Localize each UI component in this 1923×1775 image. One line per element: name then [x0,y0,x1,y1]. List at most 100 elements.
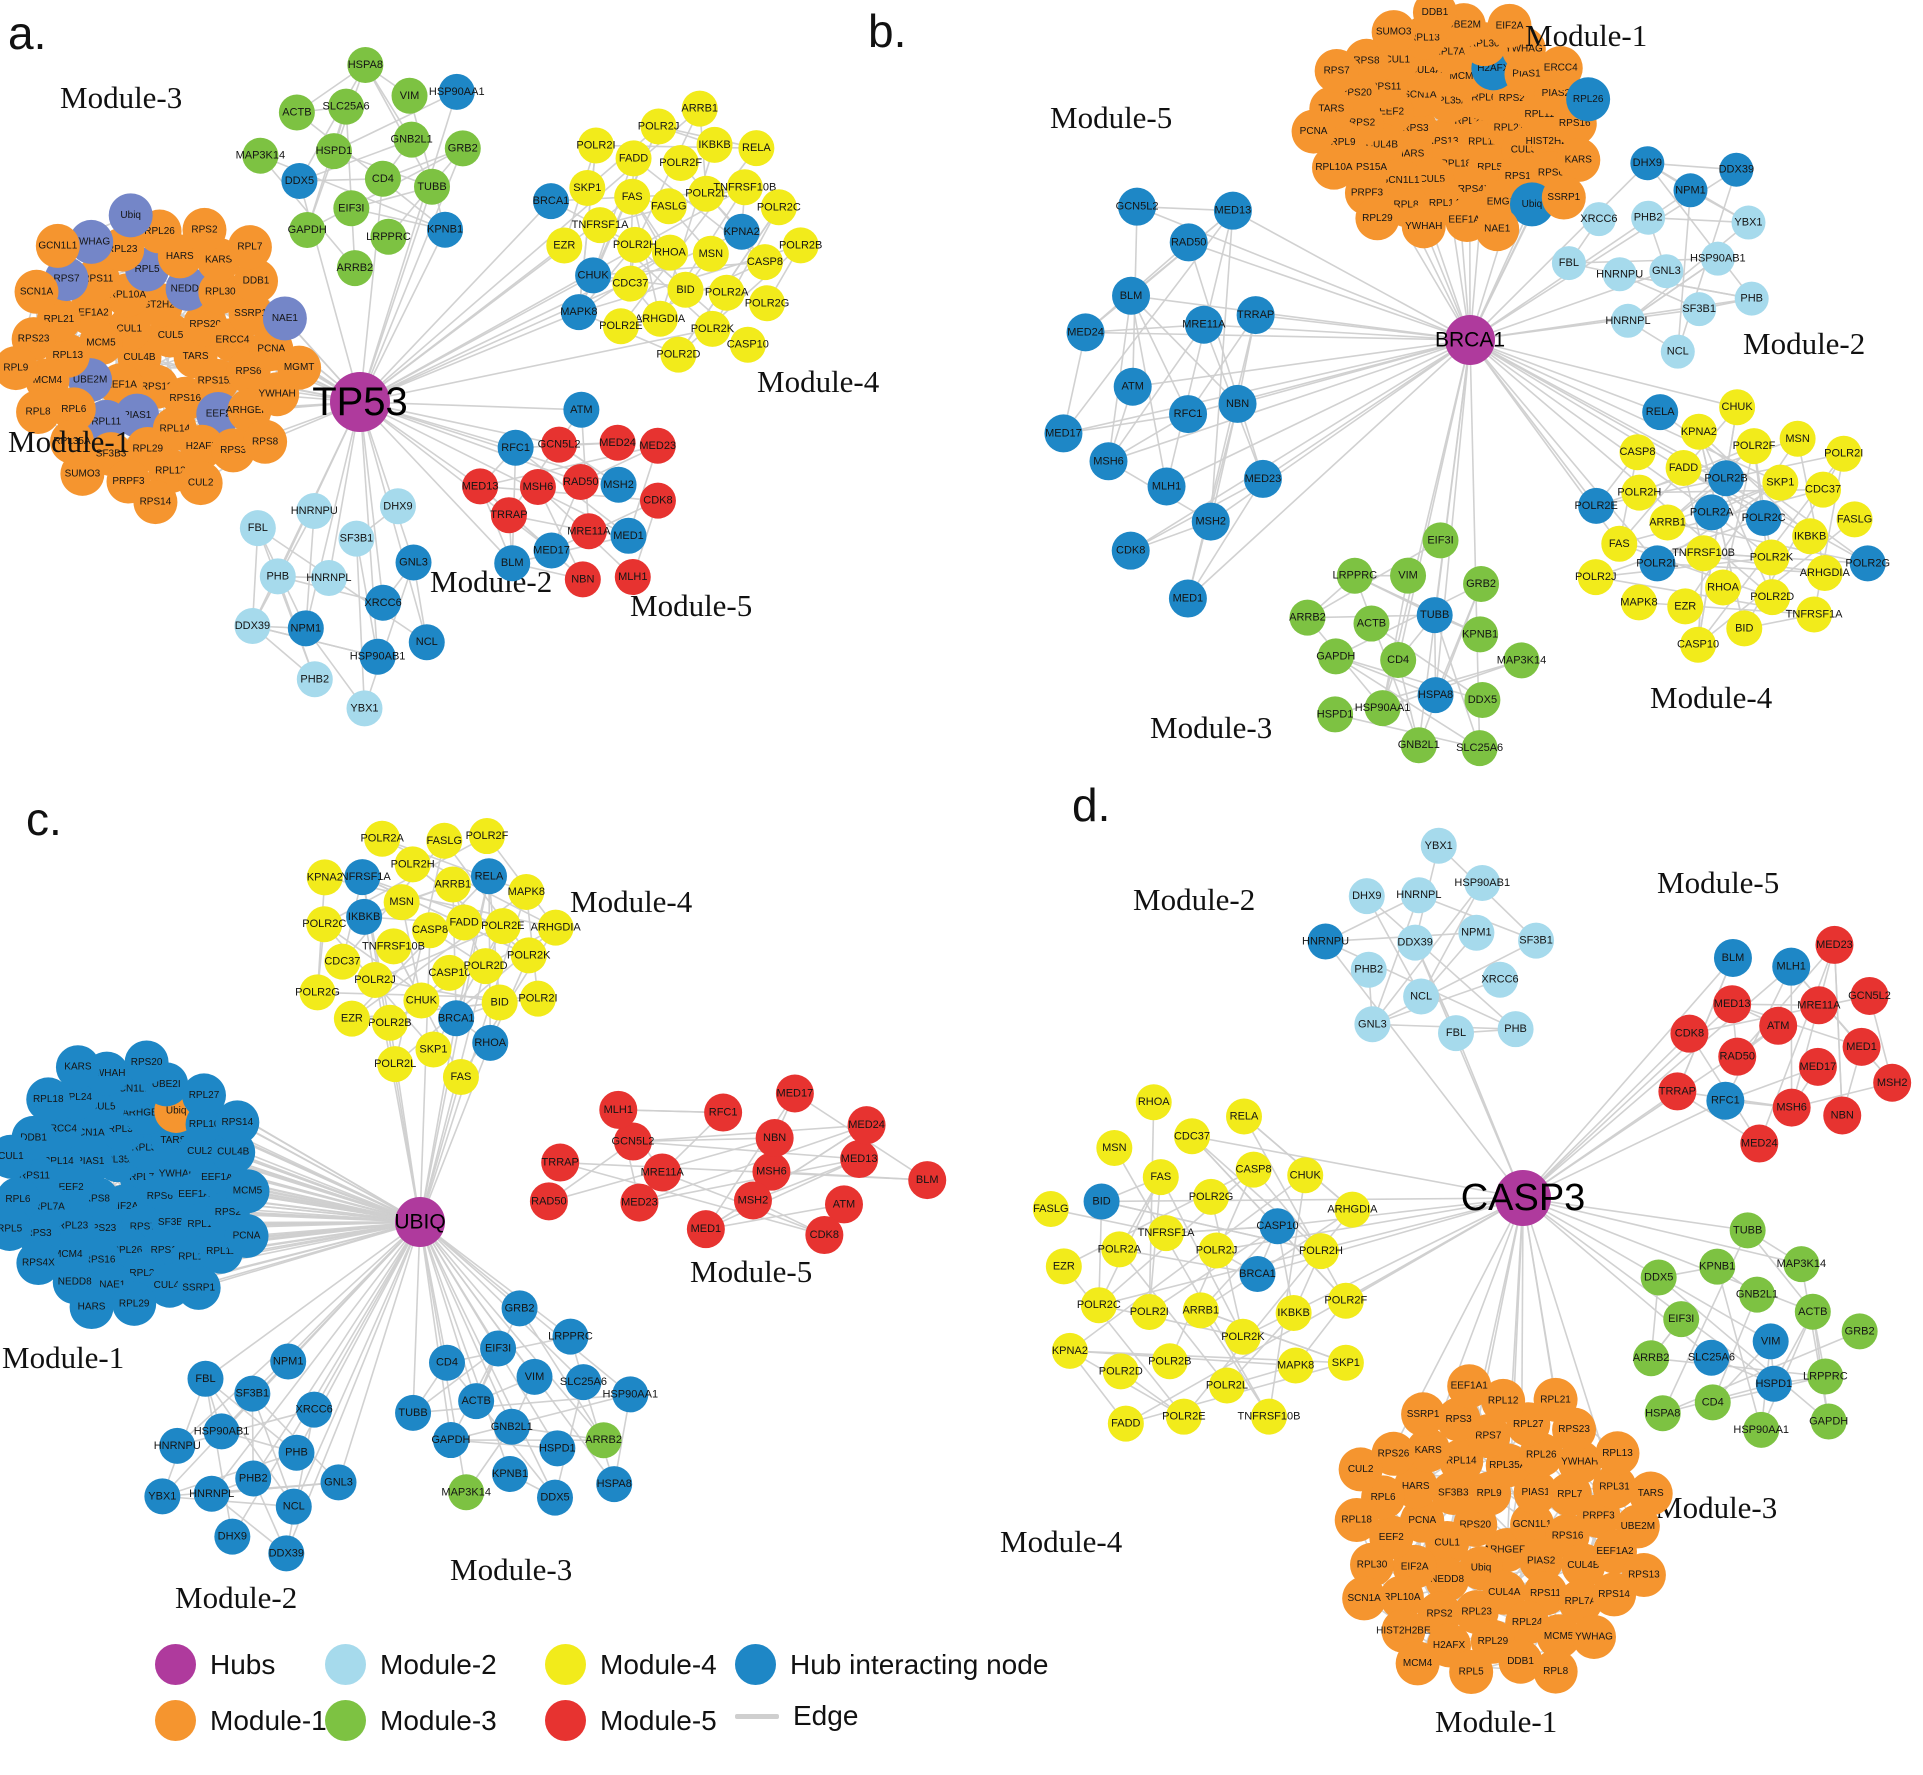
node-ACTB[interactable] [278,94,315,131]
node-RPL29[interactable] [1355,196,1400,241]
node-POLR2B[interactable] [782,227,819,264]
node-KPNB1[interactable] [1699,1248,1736,1285]
node-MSH2[interactable] [1873,1063,1912,1102]
node-ATM[interactable] [1113,367,1152,406]
node-RPL30[interactable] [1350,1542,1395,1587]
node-ARRB1[interactable] [1182,1292,1219,1329]
node-TNFRSF1A[interactable] [1148,1215,1185,1252]
node-MED1[interactable] [1168,579,1207,618]
node-RFC1[interactable] [497,429,534,466]
node-NAE1[interactable] [262,296,307,341]
node-RPL7A[interactable] [1558,1579,1603,1624]
node-PCNA[interactable] [224,1214,269,1259]
node-HSPD1[interactable] [1755,1365,1792,1402]
node-POLR2E[interactable] [484,908,521,945]
node-NCL[interactable] [1403,978,1440,1015]
hub-node-TP53[interactable] [330,372,390,432]
node-MED24[interactable] [1740,1124,1779,1163]
node-TARS[interactable] [1628,1471,1673,1516]
node-BRCA1[interactable] [1239,1255,1276,1292]
node-POLR2F[interactable] [468,818,505,855]
node-POLR2D[interactable] [467,948,504,985]
node-MSH6[interactable] [1089,442,1128,481]
node-SF3B1[interactable] [1518,922,1555,959]
node-SLC25A6[interactable] [565,1364,602,1401]
node-GAPDH[interactable] [1810,1403,1847,1440]
node-CASP8[interactable] [412,912,449,949]
node-TUBB[interactable] [395,1394,432,1431]
node-TNFRSF10B[interactable] [375,928,412,965]
node-CASP10[interactable] [1680,626,1717,663]
node-CASP10[interactable] [729,326,766,363]
node-LRPPRC[interactable] [370,218,407,255]
node-CD4[interactable] [1694,1384,1731,1421]
node-RPL5[interactable] [0,1206,32,1251]
node-MSH6[interactable] [752,1152,791,1191]
node-DHX9[interactable] [1348,878,1385,915]
node-RPL31[interactable] [1592,1465,1637,1510]
node-NPM1[interactable] [1458,914,1495,951]
node-GNB2L1[interactable] [1400,727,1437,764]
node-LRPPRC[interactable] [552,1318,589,1355]
node-RELA[interactable] [1226,1098,1263,1135]
node-GAPDH[interactable] [432,1422,469,1459]
node-RHOA[interactable] [1705,569,1742,606]
node-RPS26[interactable] [1371,1431,1416,1476]
node-ATM[interactable] [563,391,600,428]
node-NPM1[interactable] [287,610,324,647]
node-POLR2F[interactable] [1735,428,1772,465]
node-RAD50[interactable] [1718,1037,1757,1076]
node-POLR2K[interactable] [1753,539,1790,576]
node-DDB1[interactable] [1412,0,1457,35]
node-BLM[interactable] [1713,938,1752,977]
node-GNB2L1[interactable] [393,121,430,158]
node-SF3B1[interactable] [1682,292,1717,327]
node-RPS14[interactable] [133,480,178,525]
node-EIF2A[interactable] [1487,3,1532,48]
node-EIF3I[interactable] [1663,1301,1700,1338]
node-BID[interactable] [1083,1183,1120,1220]
node-ARRB2[interactable] [585,1422,622,1459]
node-SSRP1[interactable] [1541,175,1586,220]
node-RPL10A[interactable] [1311,145,1356,190]
node-TNFRSF1A[interactable] [344,859,381,896]
node-RPL12[interactable] [1481,1378,1526,1423]
node-MGMT[interactable] [277,345,322,390]
node-RPL9[interactable] [0,346,38,391]
node-CDK8[interactable] [639,482,676,519]
node-TNFRSF1A[interactable] [582,207,619,244]
node-HSPA8[interactable] [1417,677,1454,714]
node-GNL3[interactable] [1354,1006,1391,1043]
node-DHX9[interactable] [1630,146,1665,181]
node-EIF3I[interactable] [1422,522,1459,559]
node-POLR2D[interactable] [1754,579,1791,616]
node-HSP90AA1[interactable] [438,73,475,110]
node-EEF1A1[interactable] [1447,1364,1492,1409]
node-XRCC6[interactable] [1581,202,1616,237]
node-POLR2L[interactable] [377,1046,414,1083]
node-RAD50[interactable] [562,463,599,500]
node-KPNA2[interactable] [1680,413,1717,450]
node-FBL[interactable] [1437,1015,1474,1052]
node-YBX1[interactable] [346,690,383,727]
node-GNL3[interactable] [395,544,432,581]
node-HNRNPL[interactable] [1610,303,1645,338]
hub-node-BRCA1[interactable] [1445,315,1495,365]
node-SCN1A[interactable] [14,269,59,314]
node-MED23[interactable] [1815,925,1854,964]
node-POLR2C[interactable] [1745,499,1782,536]
node-DDX5[interactable] [536,1479,573,1516]
node-RAD50[interactable] [1169,223,1208,262]
node-NAE1[interactable] [1475,207,1520,252]
node-CASP8[interactable] [1619,434,1656,471]
node-HSPA8[interactable] [596,1466,633,1503]
node-ARRB2[interactable] [336,250,373,287]
node-GNL3[interactable] [320,1464,357,1501]
node-GCN5L2[interactable] [1118,187,1157,226]
node-HSPD1[interactable] [1317,696,1354,733]
node-IKBKB[interactable] [1792,518,1829,555]
node-HSP90AB1[interactable] [203,1413,240,1450]
node-POLR2A[interactable] [1101,1231,1138,1268]
node-SLC25A6[interactable] [1461,730,1498,767]
node-MAPK8[interactable] [1277,1347,1314,1384]
